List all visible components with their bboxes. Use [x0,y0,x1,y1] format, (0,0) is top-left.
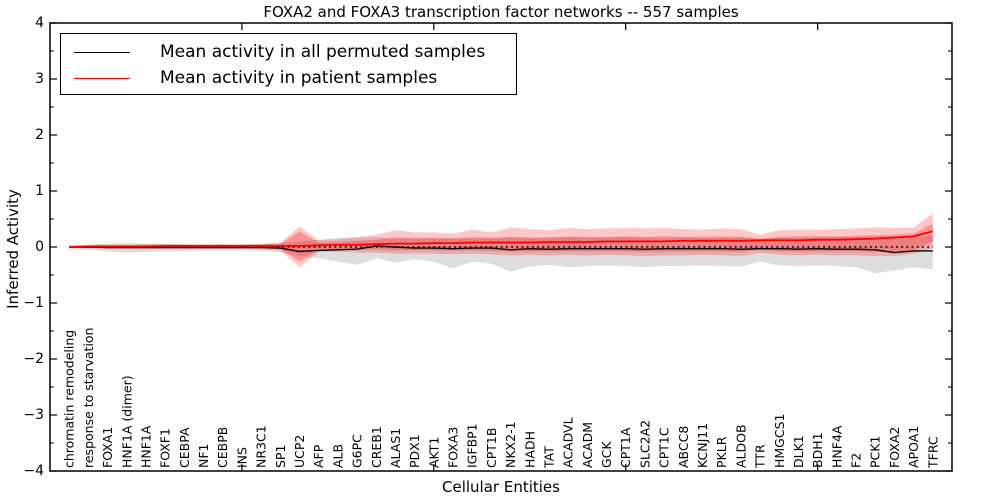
chart-title: FOXA2 and FOXA3 transcription factor net… [263,3,739,21]
x-category-label: ALAS1 [388,428,403,468]
x-category-label: ACADVL [561,417,576,468]
y-tick-label: −4 [23,463,44,479]
x-category-label: ALB [330,444,345,468]
y-tick-label: 2 [35,127,44,143]
x-category-label: GCK [599,441,614,468]
x-category-label: TAT [542,446,557,469]
legend-label-patient: Mean activity in patient samples [160,68,438,88]
legend-line-patient [74,77,130,79]
x-category-label: FOXA2 [887,427,902,468]
legend-item-permuted: Mean activity in all permuted samples [74,39,516,65]
legend-item-patient: Mean activity in patient samples [74,65,516,91]
x-category-label: CREB1 [369,426,384,468]
x-category-label: G6PC [350,434,365,468]
x-category-label: CPT1A [618,427,633,468]
x-category-label: TFRC [925,436,940,469]
x-category-label: HNF4A [829,425,844,468]
x-category-label: NR3C1 [254,425,269,468]
x-category-label: HNF1A (dimer) [119,375,134,468]
x-category-label: CEBPA [177,427,192,468]
y-tick-label: 4 [35,15,44,31]
x-category-label: chromatin remodeling [62,330,77,468]
legend-line-permuted [74,51,130,53]
x-axis-label: Cellular Entities [442,478,560,496]
x-category-label: FOXF1 [158,428,173,468]
x-category-label: ALDOB [733,424,748,468]
permuted-mean-line [69,245,933,254]
y-tick-label: 0 [35,239,44,255]
x-category-label: AKT1 [426,437,441,468]
x-category-label: APOA1 [906,426,921,468]
x-category-label: PCK1 [868,436,883,468]
x-category-label: CPT1C [657,427,672,468]
x-category-label: CEBPB [215,427,230,468]
y-tick-label: −2 [23,351,44,367]
patient-samples-outer-spread-band [69,213,933,268]
x-category-label: AFP [311,444,326,468]
y-tick-label: 1 [35,183,44,199]
x-category-label: NF1 [196,444,211,469]
x-category-label: DLK1 [791,435,806,468]
x-category-label: HMGCS1 [772,414,787,469]
x-category-label: UCP2 [292,435,307,468]
x-category-label: FOXA1 [100,427,115,468]
legend-label-permuted: Mean activity in all permuted samples [160,42,486,62]
x-category-label: IGFBP1 [465,423,480,468]
y-tick-label: −3 [23,407,44,423]
x-category-label: CPT1B [484,428,499,468]
x-category-label: NKX2-1 [503,421,518,468]
x-category-label: PKLR [714,436,729,468]
x-category-label: F2 [849,453,864,468]
x-category-label: INS [234,447,249,468]
patient-mean-line [69,230,934,248]
x-category-label: HNF1A [139,425,154,468]
legend: Mean activity in all permuted samples Me… [60,33,517,95]
x-category-label: FOXA3 [446,427,461,468]
x-category-label: HADH [522,431,537,468]
x-category-label: PDX1 [407,434,422,468]
x-category-label: response to starvation [81,328,96,469]
x-category-label: TTR [753,444,768,469]
x-category-label: BDH1 [810,432,825,468]
x-category-label: SLC2A2 [637,420,652,468]
x-category-label: KCNJ11 [695,423,710,468]
x-category-label: ABCC8 [676,426,691,468]
y-tick-label: −1 [23,295,44,311]
x-category-label: ACADM [580,422,595,468]
x-category-label: SP1 [273,445,288,468]
y-tick-label: 3 [35,71,44,87]
